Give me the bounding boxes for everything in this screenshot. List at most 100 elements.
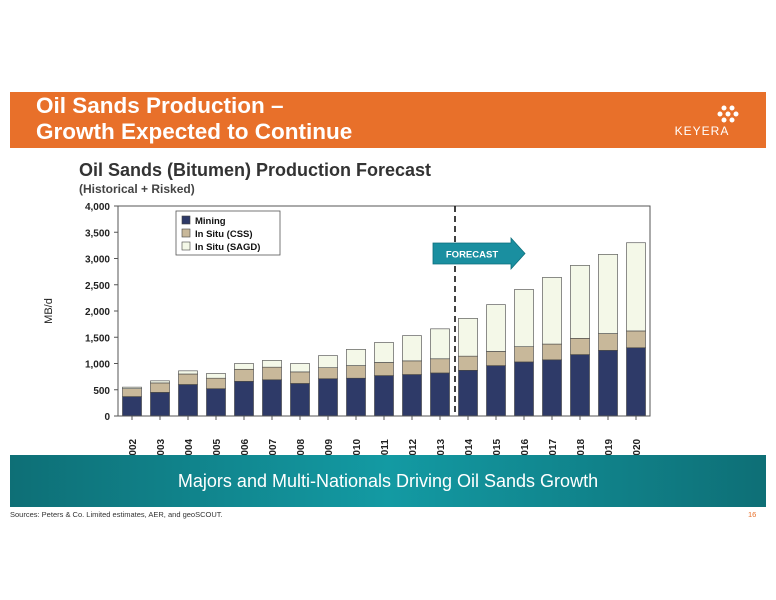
x-tick-label: 2008	[296, 438, 307, 460]
bar-segment-in-situ-css	[262, 366, 282, 381]
page-number: 16	[748, 510, 757, 519]
bar-segment-in-situ-css	[486, 351, 506, 366]
bar-segment-in-situ-sagd	[458, 318, 478, 357]
bar-segment-in-situ-sagd	[346, 349, 366, 366]
x-tick-label: 2019	[604, 438, 615, 460]
logo-text: KEYERA	[674, 124, 730, 138]
bar-segment-in-situ-css	[318, 367, 338, 380]
x-tick-label: 2014	[464, 438, 475, 460]
bar-segment-in-situ-sagd	[430, 328, 450, 360]
keyera-logo-icon	[717, 105, 739, 123]
bar-segment-mining	[458, 370, 478, 417]
bar-segment-in-situ-sagd	[178, 370, 198, 375]
forecast-arrow-icon	[432, 236, 526, 271]
bar-segment-in-situ-css	[430, 358, 450, 374]
legend-box	[175, 210, 281, 256]
bar-segment-in-situ-sagd	[598, 254, 618, 334]
y-tick-label: 4,000	[85, 202, 110, 213]
bar-segment-in-situ-css	[234, 368, 254, 382]
slide-title-line-2: Growth Expected to Continue	[36, 119, 353, 144]
y-tick-label: 500	[93, 386, 110, 397]
legend-label: In Situ (CSS)	[195, 229, 253, 240]
bar-segment-mining	[514, 361, 534, 417]
bar-segment-in-situ-css	[570, 337, 590, 355]
legend-swatch	[181, 241, 191, 251]
bar-segment-mining	[318, 378, 338, 417]
y-tick-label: 1,500	[85, 333, 110, 344]
x-tick-label: 2012	[408, 438, 419, 460]
legend-label: In Situ (SAGD)	[195, 242, 260, 253]
bar-segment-in-situ-sagd	[486, 304, 506, 352]
bar-segment-mining	[598, 350, 618, 417]
x-tick-label: 2002	[128, 438, 139, 460]
x-tick-label: 2013	[436, 438, 447, 460]
y-tick-label: 3,500	[85, 228, 110, 239]
bar-segment-in-situ-sagd	[570, 265, 590, 339]
slide-title-line-1: Oil Sands Production –	[36, 93, 284, 118]
x-tick-label: 2018	[576, 438, 587, 460]
bar-segment-in-situ-sagd	[542, 277, 562, 345]
x-tick-label: 2003	[156, 438, 167, 460]
production-chart: 0 500 1,000 1,500 2,000 2,500 3,000 3,500 4,000 M…	[43, 202, 651, 460]
bar-segment-mining	[346, 377, 366, 417]
bar-segment-mining	[486, 365, 506, 417]
x-tick-label: 2009	[324, 438, 335, 460]
chart-subtitle: (Historical + Risked)	[79, 182, 195, 196]
bar-segment-in-situ-css	[178, 373, 198, 385]
chart-title: Oil Sands (Bitumen) Production Forecast	[79, 160, 432, 180]
x-tick-label: 2015	[492, 438, 503, 460]
bar-segment-in-situ-sagd	[374, 342, 394, 363]
bar-segment-in-situ-css	[290, 371, 310, 384]
bar-segment-mining	[402, 374, 422, 417]
bar-segment-in-situ-css	[206, 377, 226, 390]
bar-segment-mining	[626, 347, 646, 417]
y-tick-label: 3,000	[85, 255, 110, 266]
x-tick-label: 2007	[268, 438, 279, 460]
slide-title: Oil Sands Production – Growth Expected t…	[36, 93, 352, 145]
x-tick-label: 2010	[352, 438, 363, 460]
bar-segment-in-situ-css	[122, 388, 142, 397]
bar-segment-mining	[374, 375, 394, 417]
bar-segment-in-situ-sagd	[290, 363, 310, 373]
bar-segment-mining	[122, 396, 142, 417]
legend-swatch	[181, 228, 191, 238]
bar-segment-in-situ-css	[514, 346, 534, 363]
bar-segment-in-situ-sagd	[514, 289, 534, 348]
y-axis-label: MB/d	[43, 298, 55, 324]
banner: Majors and Multi-Nationals Driving Oil S…	[10, 455, 766, 507]
bar-segment-in-situ-css	[346, 365, 366, 379]
bar-segment-mining	[542, 359, 562, 417]
bar-segment-in-situ-css	[458, 355, 478, 371]
x-tick-label: 2016	[520, 438, 531, 460]
bar-segment-in-situ-css	[150, 382, 170, 393]
bar-segment-in-situ-css	[626, 330, 646, 349]
x-tick-label: 2011	[380, 439, 391, 460]
bar-segment-in-situ-css	[598, 333, 618, 351]
x-tick-label: 2006	[240, 438, 251, 460]
bar-segment-in-situ-sagd	[150, 380, 170, 384]
sources-note: Sources: Peters & Co. Limited estimates,…	[10, 510, 223, 519]
bar-segment-mining	[262, 379, 282, 417]
y-tick-label: 2,000	[85, 307, 110, 318]
bar-segment-in-situ-css	[402, 360, 422, 375]
x-tick-label: 2005	[212, 438, 223, 460]
y-tick-label: 1,000	[85, 360, 110, 371]
x-tick-label: 2004	[184, 438, 195, 460]
bar-segment-mining	[234, 381, 254, 417]
bar-segment-in-situ-sagd	[318, 355, 338, 368]
legend-swatch	[181, 215, 191, 225]
forecast-label: FORECAST	[446, 250, 498, 261]
y-tick-label: 0	[104, 412, 110, 423]
bar-segment-mining	[178, 384, 198, 417]
x-tick-label: 2020	[632, 438, 643, 460]
bar-segment-mining	[570, 354, 590, 417]
bar-segment-in-situ-sagd	[262, 360, 282, 368]
y-tick-label: 2,500	[85, 281, 110, 292]
header-band	[10, 92, 766, 148]
bar-segment-in-situ-sagd	[626, 242, 646, 332]
bar-segment-mining	[290, 383, 310, 417]
bar-segment-in-situ-sagd	[234, 363, 254, 370]
bar-segment-mining	[150, 392, 170, 417]
bar-segment-in-situ-sagd	[402, 335, 422, 362]
bar-segment-mining	[430, 372, 450, 417]
